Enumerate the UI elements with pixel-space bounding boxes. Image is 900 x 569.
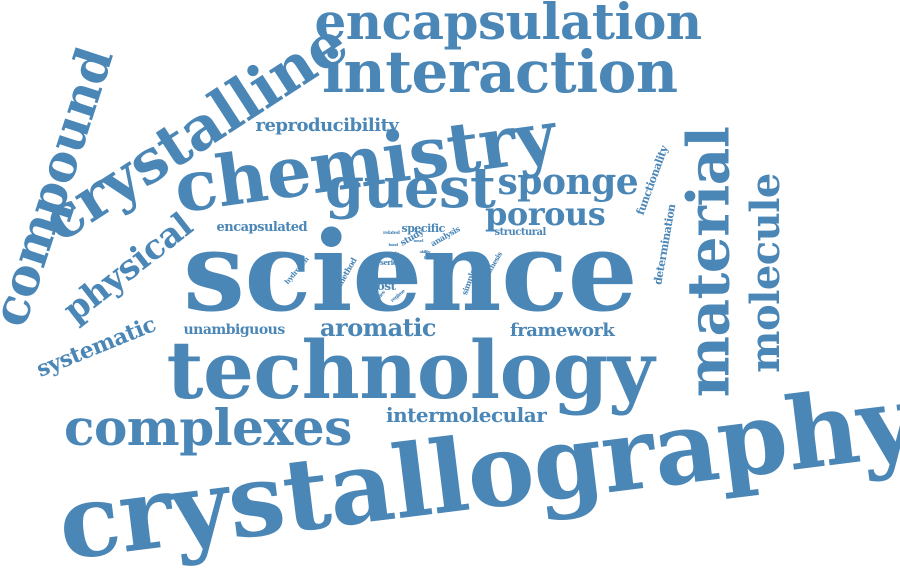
word-complexes: complexes	[64, 398, 352, 457]
word-sponge: sponge	[497, 161, 639, 203]
word-unambiguous: unambiguous	[183, 322, 286, 338]
word-reproducibility: reproducibility	[255, 115, 399, 136]
word-systematic: systematic	[32, 311, 160, 383]
word-link: link	[400, 256, 408, 261]
word-framework: framework	[510, 320, 615, 341]
word-host: host	[368, 279, 397, 293]
word-series: series	[380, 257, 401, 267]
word-intermolecular: intermolecular	[386, 403, 547, 427]
word-encapsulated: encapsulated	[216, 219, 308, 235]
word-structural: structural	[494, 227, 547, 238]
word-technology: technology	[166, 323, 655, 417]
word-related: related	[383, 229, 400, 236]
word-guest: guest	[325, 155, 496, 221]
word-specific: specific	[401, 221, 446, 235]
word-aromatic: aromatic	[320, 313, 436, 342]
word-bond: bond	[388, 242, 399, 247]
word-single: single	[385, 250, 399, 257]
word-bulk: bulk	[424, 255, 433, 260]
word-porous: porous	[485, 195, 606, 233]
word-ability: ability	[419, 249, 431, 254]
word-interaction: interaction	[322, 38, 678, 106]
word-material: material	[673, 126, 742, 398]
word-encapsulation: encapsulation	[314, 0, 703, 51]
word-science: science	[183, 207, 638, 336]
word-molecule: molecule	[741, 173, 789, 373]
word-novel: novel	[413, 238, 424, 243]
